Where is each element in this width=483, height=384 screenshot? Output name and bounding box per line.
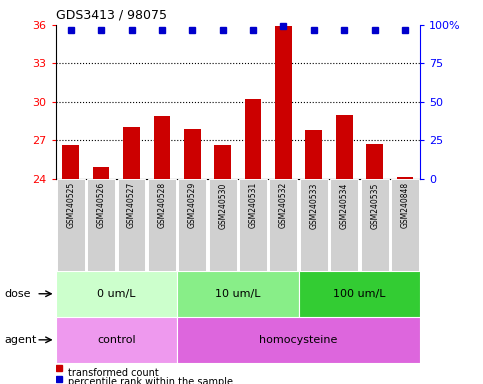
Text: 0 um/L: 0 um/L — [97, 289, 136, 299]
Text: GSM240531: GSM240531 — [249, 182, 257, 228]
Text: GDS3413 / 98075: GDS3413 / 98075 — [56, 8, 167, 21]
Bar — [361, 179, 389, 271]
Bar — [366, 144, 383, 179]
Text: GSM240526: GSM240526 — [97, 182, 106, 228]
Text: homocysteine: homocysteine — [259, 335, 338, 345]
Text: GSM240534: GSM240534 — [340, 182, 349, 228]
Bar — [245, 99, 261, 179]
Bar — [148, 179, 176, 271]
Bar — [209, 179, 237, 271]
Bar — [275, 26, 292, 179]
Bar — [56, 271, 177, 317]
Text: GSM240533: GSM240533 — [309, 182, 318, 228]
Bar — [62, 145, 79, 179]
Bar — [330, 179, 358, 271]
Text: GSM240535: GSM240535 — [370, 182, 379, 228]
Bar — [154, 116, 170, 179]
Bar — [214, 145, 231, 179]
Text: transformed count: transformed count — [68, 368, 158, 378]
Bar — [117, 179, 145, 271]
Text: agent: agent — [5, 335, 37, 345]
Bar — [57, 179, 85, 271]
Text: control: control — [97, 335, 136, 345]
Bar — [270, 179, 298, 271]
Bar — [93, 167, 110, 179]
Bar — [391, 179, 419, 271]
Text: GSM240525: GSM240525 — [66, 182, 75, 228]
Bar — [184, 129, 200, 179]
Text: percentile rank within the sample: percentile rank within the sample — [68, 377, 233, 384]
Bar — [298, 271, 420, 317]
Text: GSM240529: GSM240529 — [188, 182, 197, 228]
Bar — [87, 179, 115, 271]
Bar — [305, 130, 322, 179]
Text: GSM240848: GSM240848 — [400, 182, 410, 228]
Bar — [336, 114, 353, 179]
Bar — [177, 317, 420, 363]
Text: 10 um/L: 10 um/L — [215, 289, 261, 299]
Bar — [300, 179, 328, 271]
Bar — [123, 127, 140, 179]
Text: 100 um/L: 100 um/L — [333, 289, 386, 299]
Text: GSM240528: GSM240528 — [157, 182, 167, 228]
Text: dose: dose — [5, 289, 31, 299]
Bar — [239, 179, 267, 271]
Bar — [177, 271, 298, 317]
Text: GSM240527: GSM240527 — [127, 182, 136, 228]
Bar — [56, 317, 177, 363]
Bar — [397, 177, 413, 179]
Bar — [178, 179, 206, 271]
Text: GSM240530: GSM240530 — [218, 182, 227, 228]
Text: GSM240532: GSM240532 — [279, 182, 288, 228]
